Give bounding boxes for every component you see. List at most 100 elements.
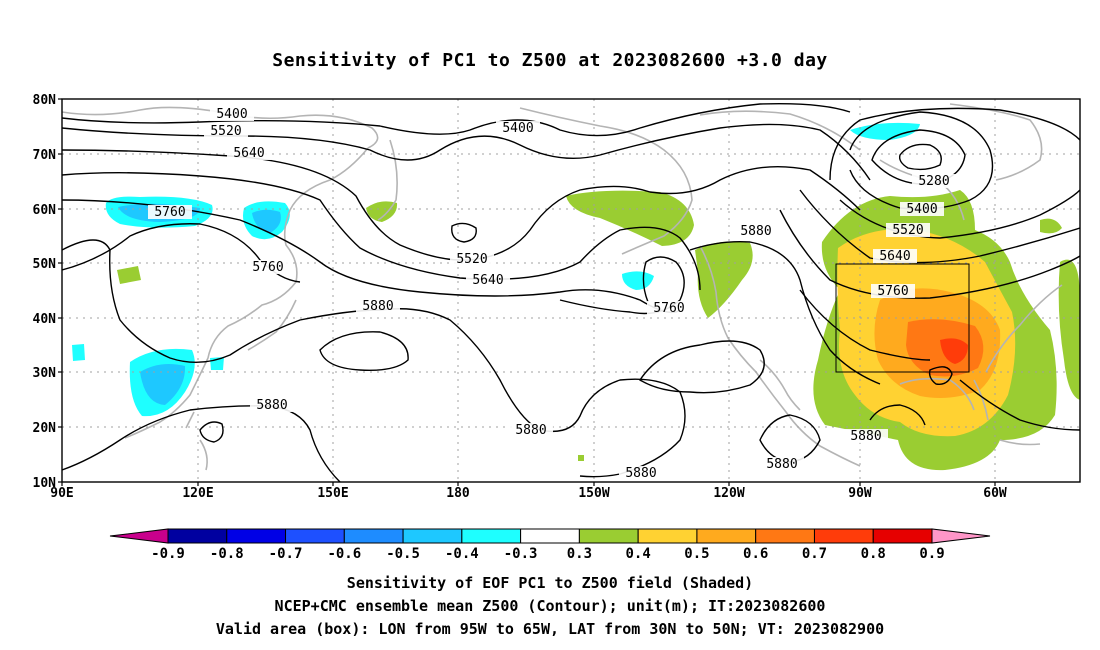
coast-east-us — [985, 284, 1063, 373]
contour-5280-inner — [898, 143, 942, 171]
contour-label-bg — [210, 107, 254, 121]
contour-label: 5520 — [892, 223, 923, 238]
shade-neg-alaska-sea — [622, 271, 654, 290]
contour-label-bg — [647, 301, 691, 315]
lat-label: 40N — [33, 312, 57, 327]
contour-label: 5760 — [252, 260, 283, 275]
chart-title: Sensitivity of PC1 to Z500 at 2023082600… — [272, 50, 828, 71]
colorbar-swatch — [343, 528, 404, 544]
contour-5880-gulf — [869, 404, 926, 426]
colorbar-tick-label: -0.6 — [327, 546, 361, 562]
contour-5640-east — [799, 189, 1080, 264]
coast-taiwan — [185, 411, 195, 429]
contour-label: 5880 — [766, 457, 797, 472]
colorbar-swatch — [402, 528, 463, 544]
contour-label-bg — [356, 299, 400, 313]
contour-label: 5400 — [502, 121, 533, 136]
colorbar-tick-label: -0.7 — [269, 546, 303, 562]
lat-label: 20N — [33, 421, 57, 436]
shade-pos-canada-west — [695, 241, 753, 318]
contour-label: 5760 — [877, 284, 908, 299]
colorbar-tick-label: -0.9 — [151, 546, 185, 562]
contour-5520-east — [829, 107, 1080, 239]
contour-label-bg — [496, 121, 540, 135]
contour-5520-low — [451, 222, 477, 243]
contour-5880-west — [689, 240, 881, 385]
contour-label-bg — [204, 124, 248, 138]
lon-label: 120E — [182, 486, 213, 501]
colorbar-swatch — [226, 528, 287, 544]
contour-5880-china — [62, 239, 686, 478]
coast-philippines — [199, 439, 208, 471]
contour-label: 5880 — [362, 299, 393, 314]
contour-5880-small — [199, 421, 224, 443]
contour-label-bg — [509, 423, 553, 437]
lon-label: 120W — [713, 486, 744, 501]
lon-label: 90W — [848, 486, 872, 501]
colorbar-tick-label: -0.4 — [445, 546, 479, 562]
colorbar-tick-label: -0.3 — [504, 546, 538, 562]
colorbar-tick-label: -0.5 — [386, 546, 420, 562]
contour-label: 5880 — [625, 466, 656, 481]
lat-label: 80N — [33, 93, 57, 108]
contour-label-bg — [871, 284, 915, 298]
lat-label: 70N — [33, 148, 57, 163]
colorbar-swatch — [755, 528, 815, 544]
colorbar-tick-label: -0.8 — [210, 546, 244, 562]
caption-shading: Sensitivity of EOF PC1 to Z500 field (Sh… — [346, 574, 754, 592]
colorbar-swatch — [696, 528, 757, 544]
lat-label: 60N — [33, 203, 57, 218]
colorbar-under-triangle — [109, 528, 169, 544]
lon-label: 60W — [983, 486, 1007, 501]
coast-gulf — [899, 377, 975, 411]
lon-label: 150E — [317, 486, 348, 501]
contour-label-bg — [734, 224, 778, 238]
map-frame — [61, 98, 1081, 483]
contour-5880-high — [319, 331, 409, 371]
colorbar-tick-label: 0.6 — [743, 546, 768, 562]
coast-japan — [247, 299, 297, 351]
contour-5280 — [871, 129, 966, 185]
shade-pos-small-1 — [578, 455, 584, 461]
colorbar-swatch — [813, 528, 874, 544]
caption-valid-area: Valid area (box): LON from 95W to 65W, L… — [215, 620, 885, 638]
coast-kamchatka — [377, 139, 398, 221]
contour-label: 5640 — [233, 146, 264, 161]
contour-label: 5880 — [515, 423, 546, 438]
contour-5880-loop — [639, 340, 765, 394]
contour-label-bg — [148, 205, 192, 219]
lon-label: 150W — [578, 486, 609, 501]
contour-label: 5640 — [879, 249, 910, 264]
lat-label: 50N — [33, 257, 57, 272]
coast-alaska — [519, 107, 693, 255]
shade-pos-kamchatka — [366, 201, 398, 222]
contour-label-bg — [227, 146, 271, 160]
colorbar-tick-label: 0.8 — [861, 546, 886, 562]
colorbar-swatch — [872, 528, 933, 544]
coast-mexico — [759, 359, 801, 411]
shade-neg-china-core — [140, 364, 186, 405]
contour-5760-east — [779, 209, 1080, 299]
contour-label-bg — [844, 429, 888, 443]
contour-label: 5640 — [472, 273, 503, 288]
shade-neg-small-1 — [72, 344, 85, 361]
contour-5520-north — [62, 123, 871, 181]
shade-neg-okhotsk-core — [252, 209, 281, 233]
lon-label: 180 — [446, 486, 470, 501]
contour-label-bg — [246, 260, 290, 274]
colorbar-swatch — [167, 528, 228, 544]
contour-label: 5880 — [740, 224, 771, 239]
contour-label-bg — [450, 252, 494, 266]
contour-label: 5520 — [456, 252, 487, 267]
contour-label-bg — [760, 457, 804, 471]
contour-5760-pacific — [559, 256, 685, 315]
contour-5760-north — [62, 172, 701, 291]
coast-florida — [973, 379, 989, 421]
contour-label: 5280 — [918, 174, 949, 189]
contour-label: 5760 — [653, 301, 684, 316]
coast-east-asia — [124, 147, 369, 439]
valid-area-box — [835, 263, 970, 373]
colorbar-swatch — [637, 528, 698, 544]
contour-label-bg — [466, 273, 510, 287]
